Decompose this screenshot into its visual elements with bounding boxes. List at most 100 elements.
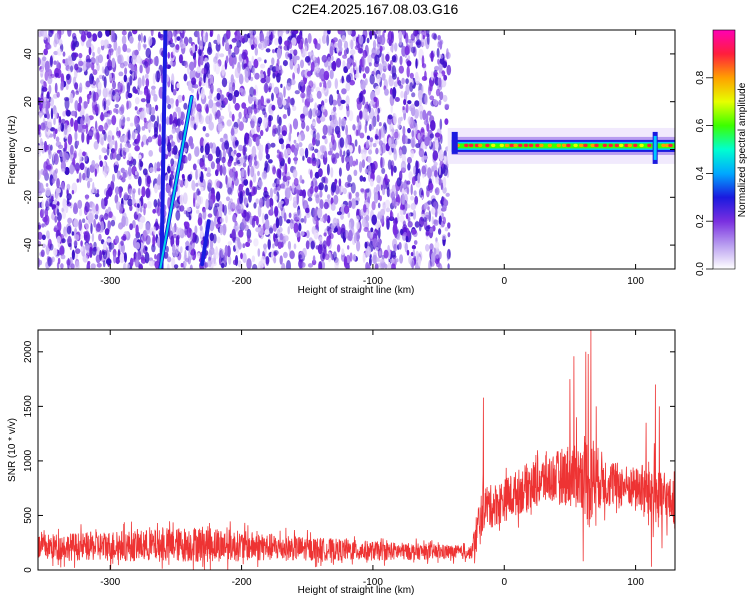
spectrogram-noise-cell: [72, 52, 79, 58]
snr-x-ticks: -300 -200 -100 0 100: [100, 330, 644, 588]
spectrogram-noise-cell: [70, 65, 74, 73]
spectrogram-noise-cell: [278, 215, 283, 227]
spectrogram-noise-cell: [325, 177, 329, 184]
spectrogram-noise-cell: [330, 121, 336, 129]
spectrogram-noise-cell: [247, 106, 253, 116]
spectrogram-noise-cell: [439, 40, 443, 50]
spectrogram-noise-cell: [73, 150, 77, 159]
spectrogram-noise-cell: [209, 199, 214, 207]
spectrogram-noise-cell: [74, 63, 79, 71]
spectrogram-noise-cell: [421, 76, 428, 81]
spectrogram-noise-cell: [75, 248, 81, 255]
spectrogram-noise-cell: [57, 144, 64, 149]
spectrogram-noise-cell: [415, 160, 419, 171]
spectrogram-noise-cell: [157, 134, 162, 145]
spectrogram-noise-cell: [138, 90, 143, 95]
spectrogram-noise-cell: [368, 123, 372, 132]
spectrogram-noise-cell: [348, 110, 354, 122]
spectrogram-noise-cell: [238, 183, 243, 193]
spectrogram-noise-cell: [359, 161, 363, 173]
spectrogram-noise-cell: [137, 34, 142, 42]
spectrogram-noise-cell: [298, 254, 302, 259]
spectrogram-noise-cell: [390, 250, 396, 258]
spectrogram-noise-cell: [350, 221, 355, 230]
spectrogram-noise-cell: [422, 35, 425, 40]
spectrogram-noise-cell: [107, 48, 111, 61]
spectrogram-noise-cell: [244, 199, 248, 205]
spectrogram-noise-cell: [77, 199, 83, 209]
spectrogram-noise-cell: [46, 112, 50, 120]
spectrogram-noise-cell: [213, 39, 218, 45]
spectrogram-noise-cell: [289, 250, 295, 260]
spectrogram-noise-cell: [279, 151, 284, 161]
signal-band-peak: [518, 143, 523, 148]
spectrogram-noise-cell: [184, 60, 189, 68]
spectrogram-noise-cell: [341, 35, 346, 43]
snr-background: [38, 330, 675, 570]
spectrogram-noise-cell: [86, 93, 92, 100]
spectrogram-noise-cell: [402, 106, 405, 111]
spectrogram-noise-cell: [124, 252, 127, 263]
spectrogram-noise-cell: [286, 260, 291, 269]
spectrogram-noise-cell: [250, 165, 255, 178]
spectrogram-noise-cell: [429, 243, 434, 251]
spectrogram-noise-cell: [117, 82, 121, 91]
spectrogram-noise-cell: [276, 168, 282, 179]
spectrogram-noise-cell: [307, 110, 312, 119]
spectrogram-noise-cell: [56, 48, 62, 56]
spectrogram-noise-cell: [87, 180, 91, 189]
spectrogram-noise-cell: [38, 57, 41, 67]
spectrogram-noise-cell: [312, 121, 316, 127]
spectrogram-noise-cell: [205, 76, 209, 89]
spectrogram-noise-cell: [216, 92, 221, 101]
spectrogram-noise-cell: [234, 67, 241, 79]
spectrogram-noise-cell: [114, 140, 118, 152]
spectrogram-noise-cell: [274, 195, 278, 201]
spectrogram-noise-cell: [293, 147, 298, 157]
signal-band-peak: [474, 143, 480, 148]
spectrogram-noise-cell: [353, 169, 358, 176]
y-tick-label: -20: [23, 190, 34, 205]
spectrogram-noise-cell: [432, 150, 439, 161]
spectrogram-noise-cell: [54, 128, 58, 134]
spectrogram-noise-cell: [135, 55, 142, 64]
spectrogram-noise-cell: [278, 116, 282, 127]
spectrogram-noise-cell: [170, 158, 175, 166]
spectrogram-noise-cell: [292, 169, 298, 179]
spectrogram-noise-cell: [304, 45, 308, 57]
spectrogram-noise-cell: [347, 245, 350, 250]
spectrogram-noise-cell: [310, 61, 315, 72]
spectrogram-noise-cell: [332, 251, 337, 261]
spectrogram-noise-cell: [331, 55, 334, 61]
spectrogram-noise-cell: [241, 51, 247, 60]
spectrogram-noise-cell: [100, 111, 104, 122]
spectrogram-noise-cell: [218, 149, 222, 161]
spectrogram-noise-cell: [406, 65, 410, 78]
spectrogram-noise-cell: [207, 153, 213, 162]
spectrogram-noise-cell: [169, 60, 173, 67]
colorbar-gradient: [713, 30, 735, 269]
spectrogram-noise-cell: [83, 100, 87, 110]
spectrogram-noise-cell: [376, 174, 381, 184]
spectrogram-noise-cell: [146, 89, 151, 101]
spectrogram-noise-cell: [326, 194, 331, 200]
snr-panel: -300 -200 -100 0 100 0 500 1000 1500 2000 Height…: [7, 329, 676, 596]
spectrogram-noise-cell: [254, 72, 260, 80]
spectrogram-noise-cell: [141, 125, 146, 131]
spectrogram-noise-cell: [96, 262, 102, 268]
spectrogram-noise-cell: [313, 207, 316, 220]
spectrogram-noise-cell: [361, 151, 367, 161]
spectrogram-noise-cell: [273, 86, 279, 95]
spectrogram-noise-cell: [119, 252, 125, 264]
spectrogram-noise-cell: [129, 204, 133, 212]
y-tick-label: 0: [23, 567, 34, 573]
spectrogram-noise-cell: [137, 176, 142, 187]
spectrogram-noise-cell: [282, 60, 288, 67]
spectrogram-noise-cell: [98, 233, 102, 242]
spectrogram-noise-cell: [142, 43, 147, 48]
spectrogram-noise-cell: [184, 261, 187, 267]
spectrogram-noise-cell: [54, 72, 59, 77]
spectrogram-noise-cell: [144, 73, 149, 79]
spectrogram-noise-cell: [205, 115, 211, 125]
spectrogram-noise-cell: [234, 102, 240, 111]
